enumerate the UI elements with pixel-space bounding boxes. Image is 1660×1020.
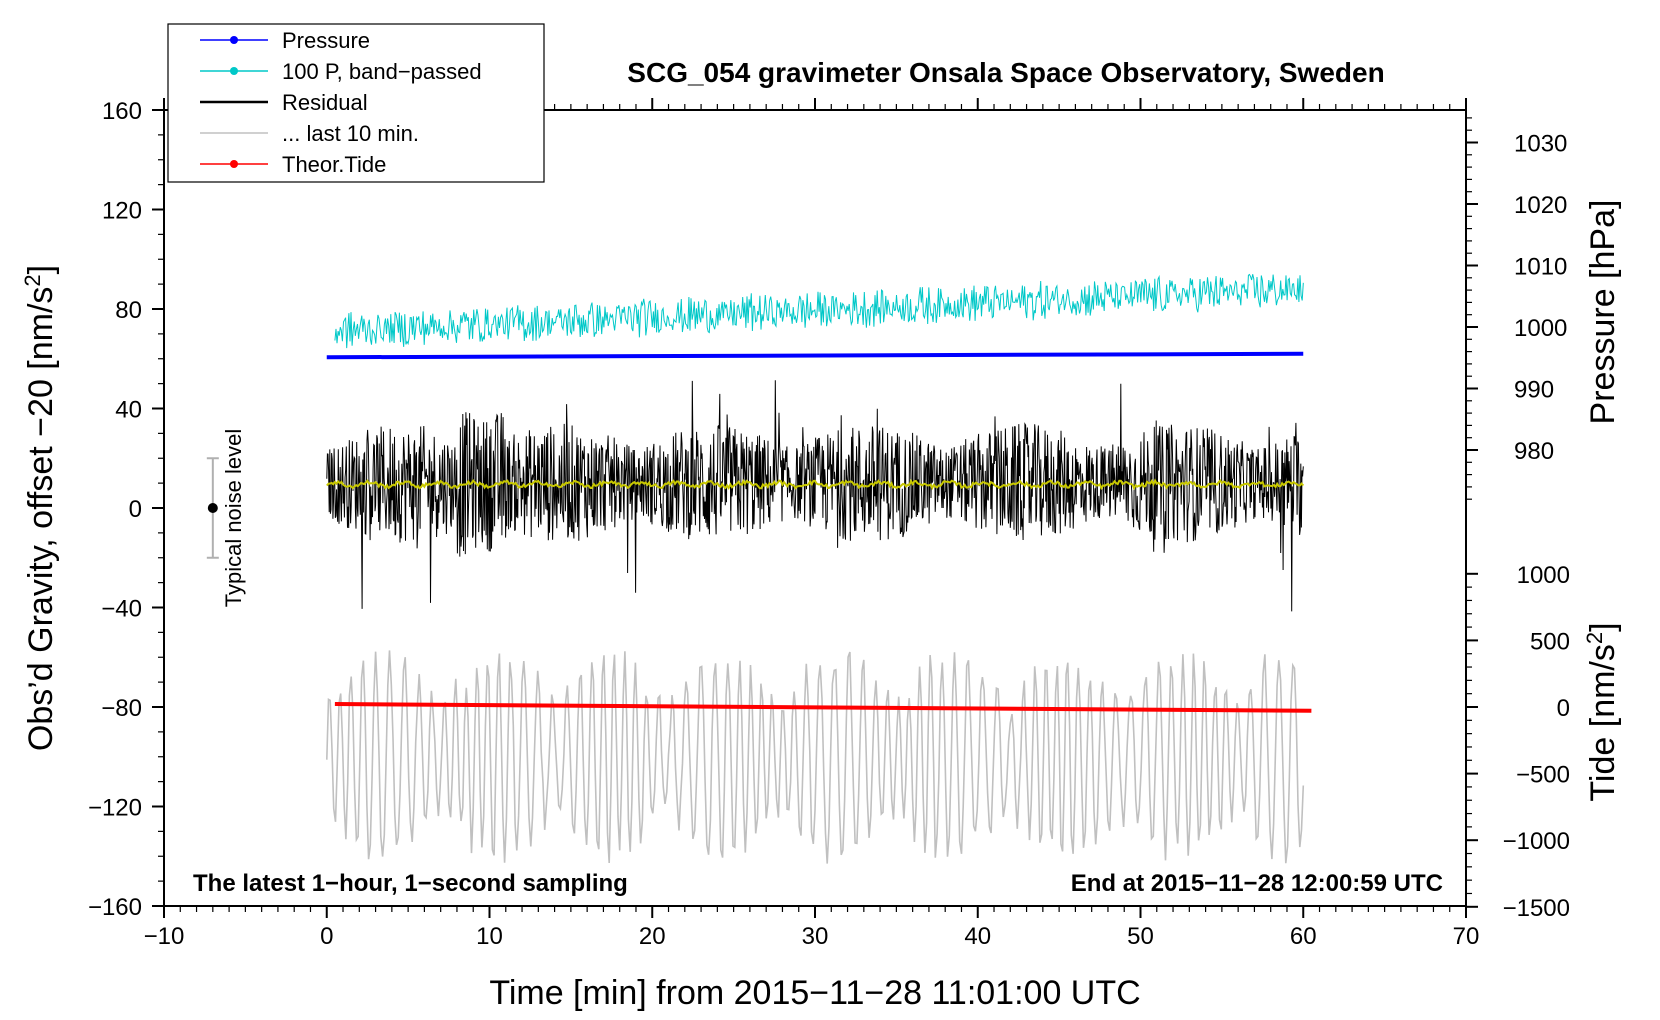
- series-pressure: [326, 351, 1304, 360]
- x-tick-label-5: 40: [964, 923, 991, 950]
- pressure-tick-label-0: 1030: [1514, 131, 1567, 158]
- tide-tick-label-3: −500: [1516, 762, 1570, 789]
- tide-tick-label-1: 500: [1530, 628, 1570, 655]
- tide-tick-label-5: −1500: [1503, 895, 1570, 922]
- x-tick-label-7: 60: [1290, 923, 1317, 950]
- y-tick-label-5: −40: [101, 596, 142, 623]
- legend-label-0: Pressure: [282, 28, 370, 53]
- tide-tick-label-0: 1000: [1517, 562, 1570, 589]
- y-tick-label-0: 160: [102, 98, 142, 125]
- x-tick-label-8: 70: [1453, 923, 1480, 950]
- y-axis-title-pressure: Pressure [hPa]: [1584, 200, 1622, 425]
- y-axis-title-left-sup: 2: [20, 274, 45, 286]
- note-bottom-left: The latest 1−hour, 1−second sampling: [193, 870, 628, 897]
- noise-dot: [207, 503, 218, 513]
- legend-label-2: Residual: [282, 90, 368, 115]
- legend-marker-1: [230, 67, 238, 75]
- y-tick-label-3: 40: [115, 397, 142, 424]
- pressure-tick-label-5: 980: [1514, 438, 1554, 465]
- legend-items: Pressure 100 P, band−passed Residual ... la…: [200, 28, 482, 177]
- series-band-passed-pressure: [334, 273, 1304, 349]
- legend-label-3: ... last 10 min.: [282, 121, 419, 146]
- y-axis-title-left-main: Obs’d Gravity, offset −20 [nm/s: [22, 287, 60, 752]
- legend-label-1: 100 P, band−passed: [282, 59, 482, 84]
- x-tick-label-4: 30: [802, 923, 829, 950]
- chart-title: SCG_054 gravimeter Onsala Space Observat…: [627, 57, 1384, 88]
- y-tick-label-2: 80: [115, 297, 142, 324]
- x-axis-title: Time [min] from 2015−11−28 11:01:00 UTC: [489, 974, 1140, 1012]
- series-last-10-min: [326, 650, 1305, 864]
- series-layer: [326, 273, 1312, 864]
- y-tick-label-7: −120: [88, 795, 142, 822]
- noise-level-marker: Typical noise level: [206, 429, 246, 608]
- y-axis-title-tide: Tide [nm/s2]: [1582, 622, 1622, 801]
- x-tick-label-1: 0: [320, 923, 333, 950]
- pressure-tick-label-4: 990: [1514, 377, 1554, 404]
- y-tick-label-6: −80: [101, 695, 142, 722]
- series-theoretical-tide: [334, 702, 1312, 713]
- pressure-tick-label-3: 1000: [1514, 315, 1567, 342]
- axes-layer: −10 0 10 20 30 40 50 60 7016012080400−40−80−120−…: [88, 98, 1570, 950]
- tide-tick-label-4: −1000: [1503, 828, 1570, 855]
- tide-tick-label-2: 0: [1557, 695, 1570, 722]
- y-axis-title-tide-sup: 2: [1582, 632, 1607, 644]
- y-tick-label-4: 0: [129, 496, 142, 523]
- series-residual: [326, 380, 1304, 612]
- x-tick-label-3: 20: [639, 923, 666, 950]
- legend-marker-0: [230, 36, 238, 44]
- x-tick-label-0: −10: [144, 923, 185, 950]
- series-residual-smoothed: [326, 478, 1305, 491]
- y-axis-title-left: Obs’d Gravity, offset −20 [nm/s2]: [20, 265, 60, 751]
- legend-marker-4: [230, 160, 238, 168]
- y-axis-title-left-end: ]: [22, 265, 60, 274]
- note-bottom-right: End at 2015−11−28 12:00:59 UTC: [1071, 870, 1443, 897]
- legend-label-4: Theor.Tide: [282, 152, 386, 177]
- y-axis-title-tide-end: ]: [1584, 622, 1622, 631]
- x-tick-label-6: 50: [1127, 923, 1154, 950]
- pressure-tick-label-2: 1010: [1514, 254, 1567, 281]
- legend: Pressure 100 P, band−passed Residual ... la…: [167, 23, 545, 183]
- x-tick-label-2: 10: [476, 923, 503, 950]
- y-tick-label-8: −160: [88, 894, 142, 921]
- y-axis-title-tide-main: Tide [nm/s: [1584, 644, 1622, 801]
- pressure-tick-label-1: 1020: [1514, 192, 1567, 219]
- noise-label: Typical noise level: [221, 429, 246, 608]
- y-tick-label-1: 120: [102, 198, 142, 225]
